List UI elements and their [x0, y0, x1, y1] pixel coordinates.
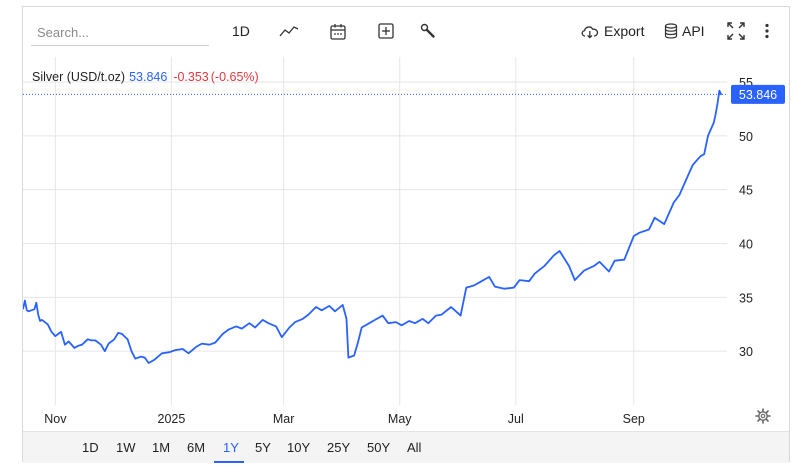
legend-change: -0.353 [173, 70, 209, 84]
legend-symbol: Silver (USD/t.oz) [32, 70, 126, 84]
range-1m-button[interactable]: 1M [152, 440, 171, 455]
y-tick-label: 30 [739, 345, 753, 359]
legend-change-percent: (-0.65%) [210, 70, 259, 84]
wrench-icon[interactable] [420, 19, 436, 43]
last-value-tag: 53.846 [731, 84, 785, 104]
cloud-download-icon [580, 23, 600, 39]
y-tick-label: 40 [739, 238, 753, 252]
y-tick-label: 35 [739, 291, 753, 305]
range-1w-button[interactable]: 1W [116, 440, 136, 455]
api-label: API [682, 23, 705, 39]
range-10y-button[interactable]: 10Y [287, 440, 311, 455]
x-tick-label: Mar [273, 412, 295, 426]
range-50y-button[interactable]: 50Y [367, 440, 391, 455]
x-tick-label: Nov [44, 412, 67, 426]
y-tick-label: 50 [739, 130, 753, 144]
api-button[interactable]: API [664, 19, 705, 43]
line-chart-icon[interactable] [279, 19, 299, 43]
chart-toolbar: 1D Export API [23, 7, 789, 55]
chart-legend: Silver (USD/t.oz) 53.846 -0.353 (-0.65%) [32, 70, 259, 84]
x-tick-label: Sep [623, 412, 645, 426]
database-icon [664, 23, 678, 39]
chart-widget: 1D Export API [22, 6, 790, 463]
x-tick-label: Jul [508, 412, 524, 426]
range-6m-button[interactable]: 6M [187, 440, 206, 455]
range-all-button[interactable]: All [407, 440, 422, 455]
search-input[interactable] [31, 21, 221, 44]
range-5y-button[interactable]: 5Y [255, 440, 271, 455]
active-range-underline [214, 461, 244, 463]
gear-icon[interactable] [755, 408, 771, 429]
last-value-tag-label: 53.846 [739, 88, 777, 102]
x-tick-label: May [388, 412, 412, 426]
range-1d-button[interactable]: 1D [82, 440, 99, 455]
search-box [31, 21, 221, 46]
range-25y-button[interactable]: 25Y [327, 440, 351, 455]
kebab-menu-icon[interactable] [764, 19, 770, 43]
interval-button[interactable]: 1D [232, 19, 250, 43]
export-label: Export [604, 23, 645, 39]
calendar-icon[interactable] [330, 19, 346, 43]
range-selector: 1D 1W 1M 6M 1Y 5Y 10Y 25Y 50Y All [23, 431, 789, 463]
plus-square-icon[interactable] [378, 19, 394, 43]
y-tick-label: 45 [739, 184, 753, 198]
export-button[interactable]: Export [580, 19, 644, 43]
interval-label: 1D [232, 23, 250, 39]
legend-price: 53.846 [129, 70, 168, 84]
range-1y-button[interactable]: 1Y [223, 440, 239, 455]
price-series-line [23, 89, 723, 364]
fullscreen-icon[interactable] [727, 19, 745, 43]
x-tick-label: 2025 [158, 412, 186, 426]
